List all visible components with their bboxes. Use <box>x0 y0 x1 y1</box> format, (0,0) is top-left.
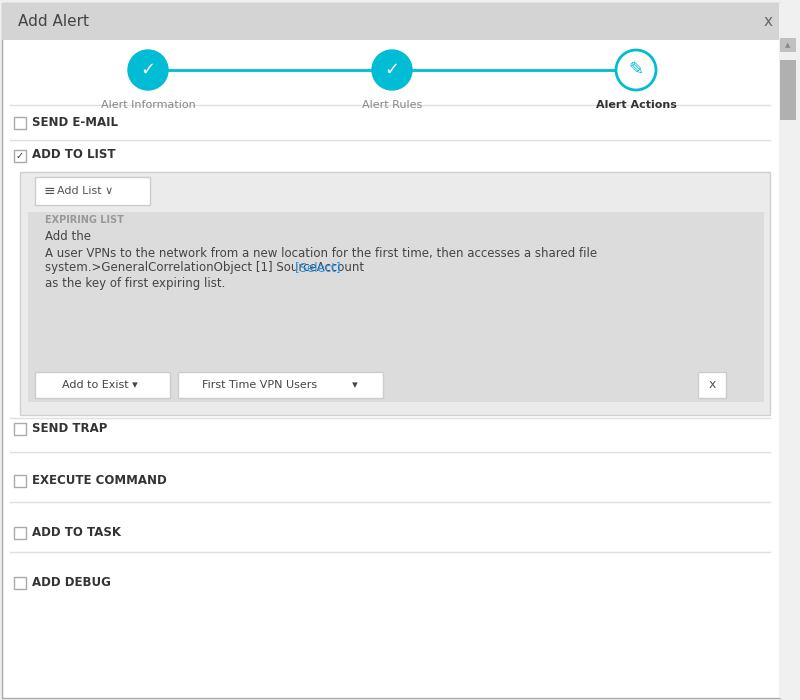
Text: SEND TRAP: SEND TRAP <box>32 421 107 435</box>
Text: ✓: ✓ <box>141 61 155 79</box>
FancyBboxPatch shape <box>14 117 26 129</box>
Text: Alert Rules: Alert Rules <box>362 100 422 110</box>
Text: ✓: ✓ <box>16 151 24 161</box>
Text: [Select]: [Select] <box>295 262 341 274</box>
FancyBboxPatch shape <box>178 372 383 398</box>
Text: ADD DEBUG: ADD DEBUG <box>32 575 111 589</box>
Text: Add to Exist ▾: Add to Exist ▾ <box>62 380 138 390</box>
Text: A user VPNs to the network from a new location for the first time, then accesses: A user VPNs to the network from a new lo… <box>45 246 597 260</box>
FancyBboxPatch shape <box>698 372 726 398</box>
FancyBboxPatch shape <box>780 38 796 52</box>
Circle shape <box>616 50 656 90</box>
Text: ≡: ≡ <box>43 184 55 198</box>
Text: Add Alert: Add Alert <box>18 15 89 29</box>
FancyBboxPatch shape <box>14 423 26 435</box>
FancyBboxPatch shape <box>2 3 780 698</box>
Text: ADD TO LIST: ADD TO LIST <box>32 148 115 162</box>
FancyBboxPatch shape <box>35 177 150 205</box>
Text: Add the: Add the <box>45 230 91 244</box>
FancyBboxPatch shape <box>28 212 764 402</box>
FancyBboxPatch shape <box>779 3 797 698</box>
Circle shape <box>128 50 168 90</box>
Text: EXECUTE COMMAND: EXECUTE COMMAND <box>32 473 166 486</box>
FancyBboxPatch shape <box>14 475 26 487</box>
FancyBboxPatch shape <box>20 172 770 415</box>
FancyBboxPatch shape <box>14 150 26 162</box>
Text: x: x <box>763 15 773 29</box>
FancyBboxPatch shape <box>14 577 26 589</box>
Text: Add List ∨: Add List ∨ <box>57 186 113 196</box>
Text: ▲: ▲ <box>786 42 790 48</box>
Text: Alert Actions: Alert Actions <box>595 100 677 110</box>
Text: system.>GeneralCorrelationObject [1] SourceAccount: system.>GeneralCorrelationObject [1] Sou… <box>45 262 364 274</box>
Text: Alert Information: Alert Information <box>101 100 195 110</box>
Text: EXPIRING LIST: EXPIRING LIST <box>45 215 124 225</box>
Text: x: x <box>708 379 716 391</box>
FancyBboxPatch shape <box>35 372 170 398</box>
Text: First Time VPN Users          ▾: First Time VPN Users ▾ <box>202 380 358 390</box>
Circle shape <box>372 50 412 90</box>
FancyBboxPatch shape <box>14 527 26 539</box>
Text: ✎: ✎ <box>629 61 643 79</box>
Text: SEND E-MAIL: SEND E-MAIL <box>32 116 118 129</box>
FancyBboxPatch shape <box>2 3 780 40</box>
Text: ✓: ✓ <box>385 61 399 79</box>
Text: ADD TO TASK: ADD TO TASK <box>32 526 121 538</box>
Text: as the key of first expiring list.: as the key of first expiring list. <box>45 276 226 290</box>
FancyBboxPatch shape <box>780 60 796 120</box>
